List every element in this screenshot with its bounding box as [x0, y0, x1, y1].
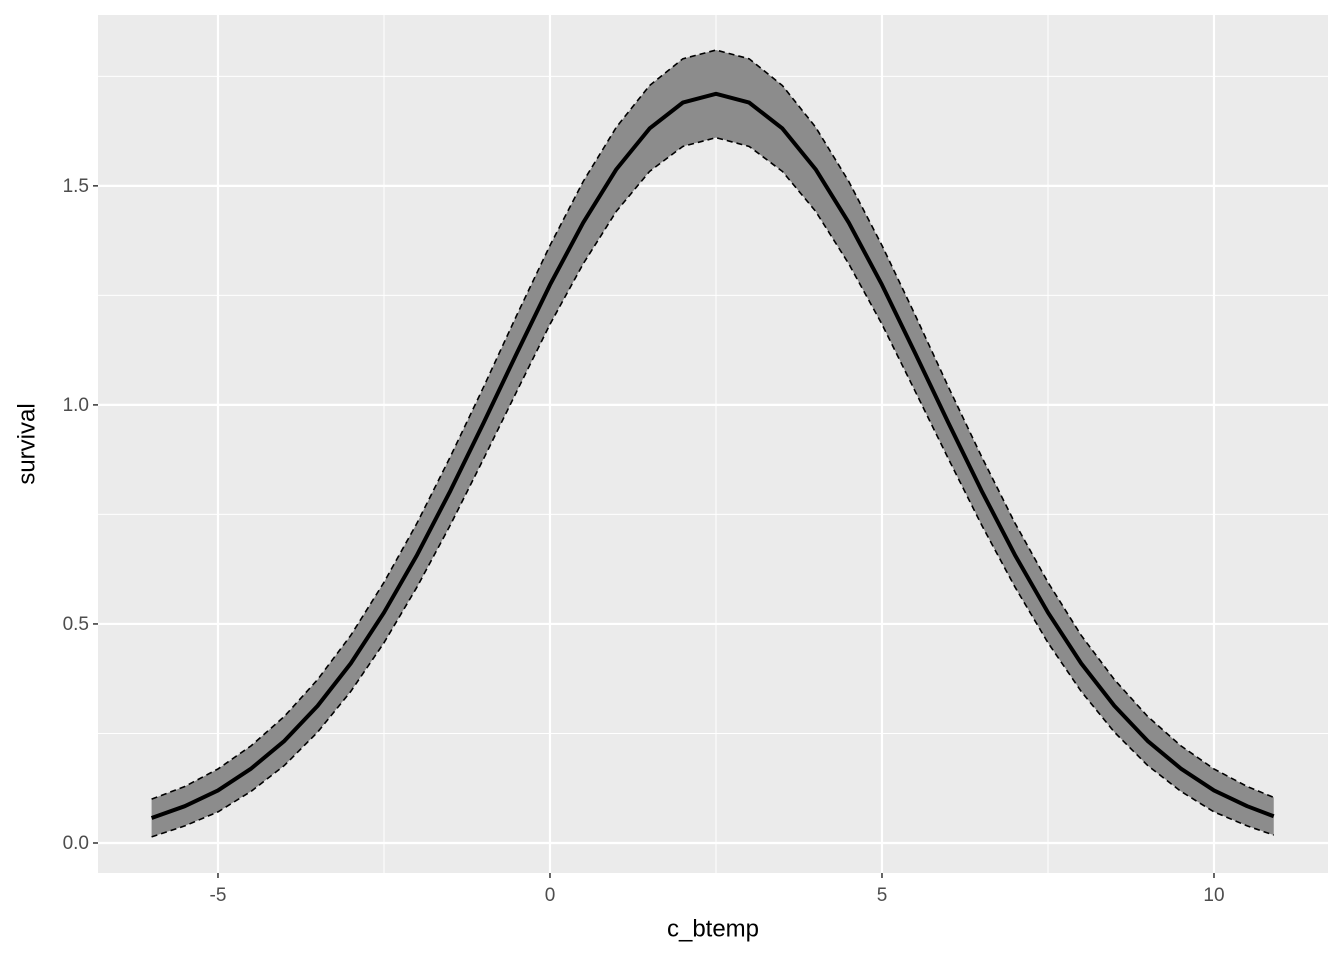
x-tick-label: -5: [210, 885, 227, 906]
x-tick-label: 5: [877, 885, 888, 906]
x-axis-title: c_btemp: [667, 915, 759, 942]
y-tick-label: 1.5: [63, 176, 89, 197]
labels: -5 0 5 10 0.0 0.5 1.0 1.5: [63, 176, 1225, 906]
y-axis-title: survival: [13, 403, 40, 484]
y-tick-label: 0.5: [63, 614, 89, 635]
x-tick-label: 10: [1203, 885, 1224, 906]
x-tick-label: 0: [545, 885, 556, 906]
y-tick-label: 1.0: [63, 395, 89, 416]
lower-bound-line: [151, 136, 1275, 838]
upper-bound-line: [151, 49, 1275, 800]
grid: [98, 15, 1328, 873]
y-tick-label: 0.0: [63, 833, 89, 854]
marks: [150, 49, 1275, 838]
mean-line: [150, 91, 1275, 820]
